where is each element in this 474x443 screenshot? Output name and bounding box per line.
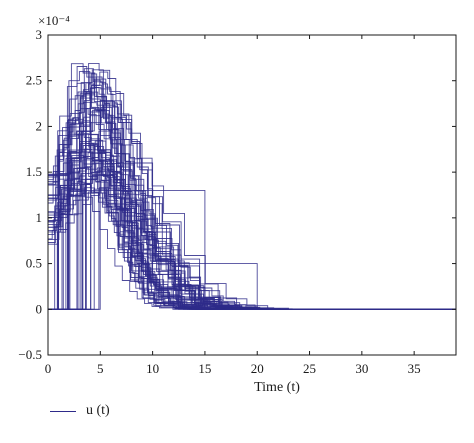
y-tick-label: 0 <box>36 301 43 316</box>
x-tick-label: 20 <box>251 361 264 376</box>
series-line <box>47 104 456 310</box>
legend: u (t) <box>50 403 110 419</box>
x-tick-label: 0 <box>45 361 52 376</box>
legend-label: u (t) <box>86 403 110 418</box>
series-line <box>47 66 456 310</box>
x-tick-label: 25 <box>303 361 316 376</box>
y-tick-label: 2.5 <box>26 73 42 88</box>
series-line <box>47 117 456 310</box>
legend-swatch <box>50 410 76 412</box>
x-tick-label: 5 <box>97 361 104 376</box>
series-line <box>47 102 456 310</box>
curve-group <box>47 62 456 310</box>
series-line <box>47 150 456 310</box>
axes-box <box>47 34 457 356</box>
y-tick-label: 1 <box>36 210 43 225</box>
series-line <box>47 108 456 310</box>
y-exponent-label: ×10⁻⁴ <box>38 13 70 28</box>
series-line <box>47 188 456 310</box>
tick-group: 0 5 10 15 20 25 30 35−0.500.511.522.53 <box>18 27 456 376</box>
series-line <box>47 63 456 310</box>
series-line <box>48 91 456 310</box>
series-line <box>47 106 456 310</box>
x-axis-label: Time (t) <box>254 380 300 395</box>
y-tick-label: 2 <box>36 118 43 133</box>
x-tick-label: 30 <box>355 361 368 376</box>
y-tick-label: 3 <box>36 27 43 42</box>
x-tick-label: 15 <box>198 361 211 376</box>
series-line <box>48 121 456 310</box>
series-line <box>48 87 456 310</box>
x-tick-label: 35 <box>408 361 421 376</box>
x-tick-label: 10 <box>146 361 159 376</box>
series-line <box>47 133 456 310</box>
y-tick-label: −0.5 <box>18 347 42 362</box>
series-line <box>48 71 456 310</box>
series-line <box>48 151 456 310</box>
series-line <box>47 82 456 310</box>
series-line <box>48 130 456 310</box>
y-tick-label: 1.5 <box>26 164 42 179</box>
y-tick-label: 0.5 <box>26 256 42 271</box>
